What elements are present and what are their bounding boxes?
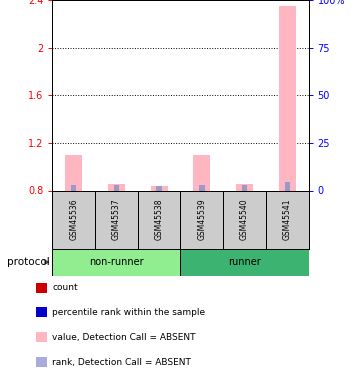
Text: value, Detection Call = ABSENT: value, Detection Call = ABSENT [52,333,196,342]
Bar [193,155,210,190]
Bar [36,357,47,367]
Bar [223,190,266,249]
Bar [242,185,247,190]
Text: GSM45538: GSM45538 [155,199,164,240]
Bar [199,185,205,190]
Text: runner: runner [228,257,261,267]
Bar [151,186,168,190]
Bar [138,190,180,249]
Text: protocol: protocol [7,257,50,267]
Bar [36,308,47,317]
Text: GSM45536: GSM45536 [69,199,78,240]
Bar [284,182,290,190]
Text: GSM45537: GSM45537 [112,199,121,240]
Bar [52,190,95,249]
Bar [36,332,47,342]
Bar [95,190,138,249]
Text: GSM45540: GSM45540 [240,199,249,240]
Text: non-runner: non-runner [89,257,144,267]
Bar [114,185,119,190]
Text: GSM45541: GSM45541 [283,199,292,240]
Text: rank, Detection Call = ABSENT: rank, Detection Call = ABSENT [52,358,191,367]
Bar [279,6,296,190]
Bar [71,185,77,190]
Text: count: count [52,283,78,292]
Bar [156,186,162,190]
Bar [36,283,47,292]
Text: percentile rank within the sample: percentile rank within the sample [52,308,205,317]
Bar [65,155,82,190]
Text: GSM45539: GSM45539 [197,199,206,240]
Bar [236,184,253,190]
Bar [52,249,180,276]
Bar [108,184,125,190]
Bar [180,249,309,276]
Bar [266,190,309,249]
Bar [180,190,223,249]
